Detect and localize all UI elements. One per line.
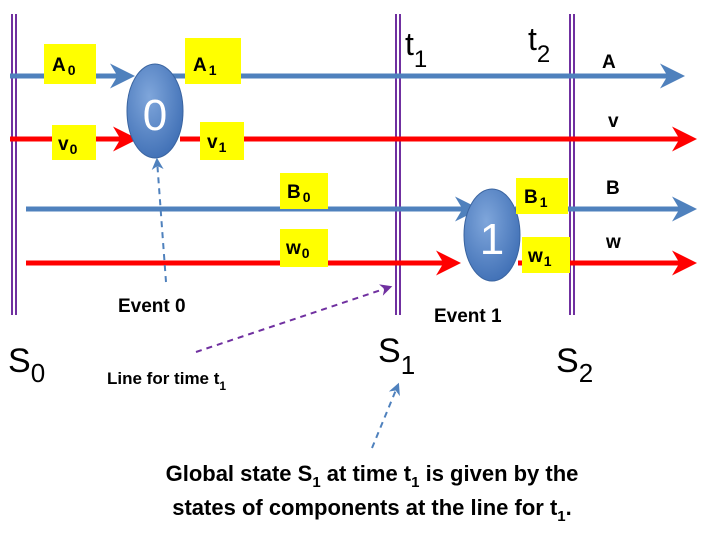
svg-text:w0: w0 (285, 238, 310, 261)
state-label-s2: S2 (556, 342, 593, 388)
event-1-number: 1 (480, 215, 504, 264)
svg-text:A1: A1 (193, 55, 217, 78)
line-for-time-pointer-arrow (195, 284, 393, 353)
time-marker-t2: t2 (528, 21, 550, 68)
caption-line-2: states of components at the line for t1. (172, 495, 572, 525)
event-1-label: Event 1 (434, 306, 502, 327)
time-marker-t1: t1 (405, 26, 427, 73)
event-0-label: Event 0 (118, 296, 186, 317)
event-0-node: 0 (126, 63, 184, 159)
event-0-pointer-arrow (151, 157, 167, 283)
svg-text:w1: w1 (527, 246, 552, 269)
component-name-a: A (602, 52, 616, 73)
component-name-w: w (605, 232, 621, 253)
value-label-w1: w1 (522, 237, 570, 273)
component-name-v: v (608, 111, 619, 132)
time-line-t1 (395, 14, 401, 315)
value-label-w0: w0 (280, 229, 328, 267)
global-state-pointer-arrow (371, 382, 400, 449)
svg-text:A0: A0 (52, 55, 76, 78)
svg-text:B1: B1 (524, 187, 548, 210)
svg-text:B0: B0 (287, 182, 311, 205)
component-name-b: B (606, 178, 620, 199)
svg-text:v1: v1 (207, 132, 227, 155)
line-for-time-label: Line for time t1 (107, 369, 226, 393)
svg-text:v0: v0 (58, 134, 78, 157)
value-label-v1: v1 (200, 122, 244, 160)
state-label-s0: S0 (8, 342, 45, 388)
time-line-s0 (11, 14, 17, 315)
state-label-s1: S1 (378, 332, 415, 380)
event-1-node: 1 (463, 188, 521, 282)
value-label-v0: v0 (52, 125, 96, 160)
time-line-t2 (569, 14, 575, 315)
caption-line-1: Global state S1 at time t1 is given by t… (166, 461, 579, 491)
event-0-number: 0 (143, 91, 167, 140)
